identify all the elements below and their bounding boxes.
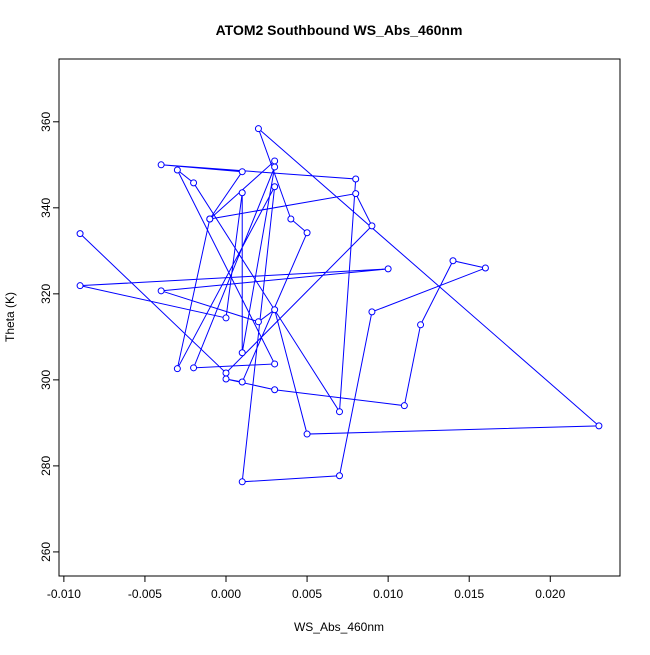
- data-point: [368, 308, 376, 316]
- data-point: [595, 422, 603, 430]
- x-tick-label: -0.005: [128, 587, 162, 601]
- data-point: [238, 478, 246, 486]
- data-point: [222, 375, 230, 383]
- y-axis-label: Theta (K): [3, 292, 17, 342]
- data-point: [271, 360, 279, 368]
- data-point: [449, 257, 457, 265]
- data-point: [76, 282, 84, 290]
- data-point: [368, 222, 376, 230]
- data-point: [206, 215, 214, 223]
- x-tick-label: 0.020: [535, 587, 565, 601]
- x-tick-label: 0.010: [373, 587, 403, 601]
- data-point: [384, 265, 392, 273]
- data-point: [352, 175, 360, 183]
- data-point: [238, 378, 246, 386]
- data-point: [190, 179, 198, 187]
- data-point: [190, 364, 198, 372]
- data-point: [271, 157, 279, 165]
- y-tick-label: 320: [39, 284, 53, 304]
- data-point: [76, 230, 84, 238]
- data-point: [417, 321, 425, 329]
- x-tick-label: 0.015: [454, 587, 484, 601]
- x-tick-label: -0.010: [47, 587, 81, 601]
- data-point: [287, 215, 295, 223]
- data-point: [222, 314, 230, 322]
- data-point: [238, 168, 246, 176]
- data-point: [271, 183, 279, 191]
- data-point: [400, 402, 408, 410]
- x-tick-label: 0.000: [211, 587, 241, 601]
- x-tick-label: 0.005: [292, 587, 322, 601]
- y-tick-label: 340: [39, 197, 53, 217]
- data-point: [157, 161, 165, 169]
- chart-title: ATOM2 Southbound WS_Abs_460nm: [216, 22, 463, 38]
- y-tick-label: 260: [39, 542, 53, 562]
- x-axis-label: WS_Abs_460nm: [294, 620, 384, 634]
- data-point: [254, 318, 262, 326]
- data-point: [157, 287, 165, 295]
- y-tick-label: 360: [39, 111, 53, 131]
- data-point: [173, 365, 181, 373]
- data-point: [271, 306, 279, 314]
- data-point: [481, 264, 489, 272]
- data-point: [303, 229, 311, 237]
- data-point: [238, 189, 246, 197]
- series-line: [79, 127, 601, 483]
- data-point: [173, 166, 181, 174]
- data-point: [336, 472, 343, 480]
- data-point: [254, 125, 262, 133]
- data-point: [336, 408, 343, 416]
- data-point: [271, 386, 279, 394]
- plot-box: [58, 58, 621, 577]
- y-tick-label: 300: [39, 370, 53, 390]
- data-point: [222, 369, 230, 377]
- data-point: [352, 190, 360, 198]
- y-tick-label: 280: [39, 456, 53, 476]
- data-point: [271, 163, 279, 171]
- data-point: [238, 349, 246, 357]
- data-point: [303, 430, 311, 438]
